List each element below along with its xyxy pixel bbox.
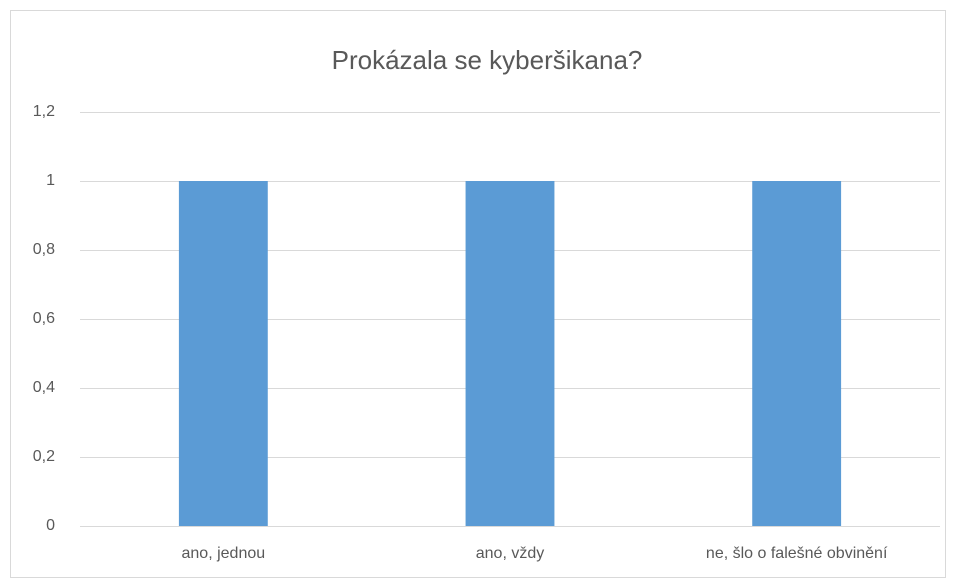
x-tick-label: ne, šlo o falešné obvinění — [706, 545, 888, 562]
y-tick-label: 0 — [46, 517, 55, 534]
bar — [465, 181, 555, 526]
y-tick-label: 0,6 — [33, 310, 55, 327]
chart-title: Prokázala se kyberšikana? — [332, 45, 643, 75]
bar — [752, 181, 842, 526]
x-tick-label: ano, jednou — [182, 545, 266, 562]
y-tick-label: 0,2 — [33, 448, 55, 465]
y-tick-label: 0,8 — [33, 241, 55, 258]
y-tick-label: 1,2 — [33, 103, 55, 120]
y-tick-label: 1 — [46, 172, 55, 189]
bar — [178, 181, 268, 526]
x-tick-label: ano, vždy — [476, 545, 544, 562]
y-tick-label: 0,4 — [33, 379, 55, 396]
